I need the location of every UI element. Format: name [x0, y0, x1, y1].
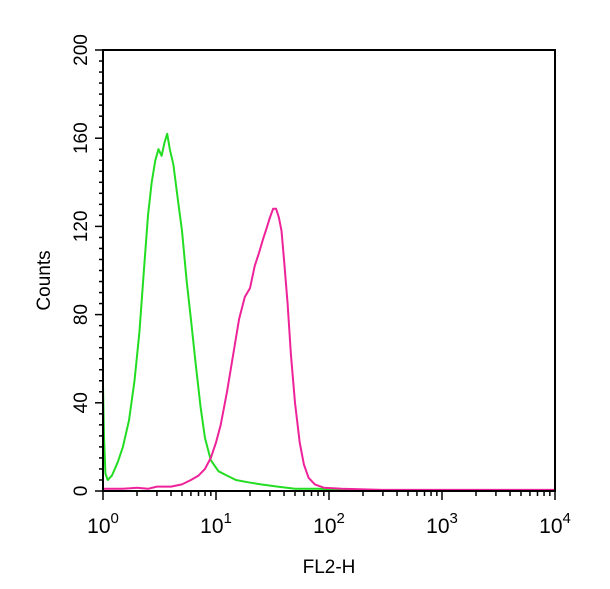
series-layer	[102, 132, 555, 492]
plot-frame	[102, 49, 556, 492]
y-tick-label: 0	[71, 486, 92, 497]
x-axis-label: FL2-H	[303, 557, 356, 578]
y-axis-ticks: 0 40 80 120 160 200	[71, 34, 103, 496]
y-tick-label: 80	[71, 304, 92, 325]
x-tick-label: 104	[539, 510, 571, 538]
x-tick-label: 103	[426, 510, 458, 538]
y-axis-label: Counts	[34, 250, 55, 310]
x-tick-label: 102	[313, 510, 345, 538]
x-axis-ticks: 100 101 102 103 104	[87, 491, 571, 538]
series-line-1	[102, 132, 555, 492]
series-line-2	[103, 207, 555, 491]
x-tick-label: 101	[200, 510, 232, 538]
y-tick-label: 40	[71, 392, 92, 413]
y-tick-label: 160	[71, 122, 92, 154]
y-tick-label: 200	[71, 34, 92, 66]
y-tick-label: 120	[71, 211, 92, 243]
x-tick-label: 100	[87, 510, 119, 538]
